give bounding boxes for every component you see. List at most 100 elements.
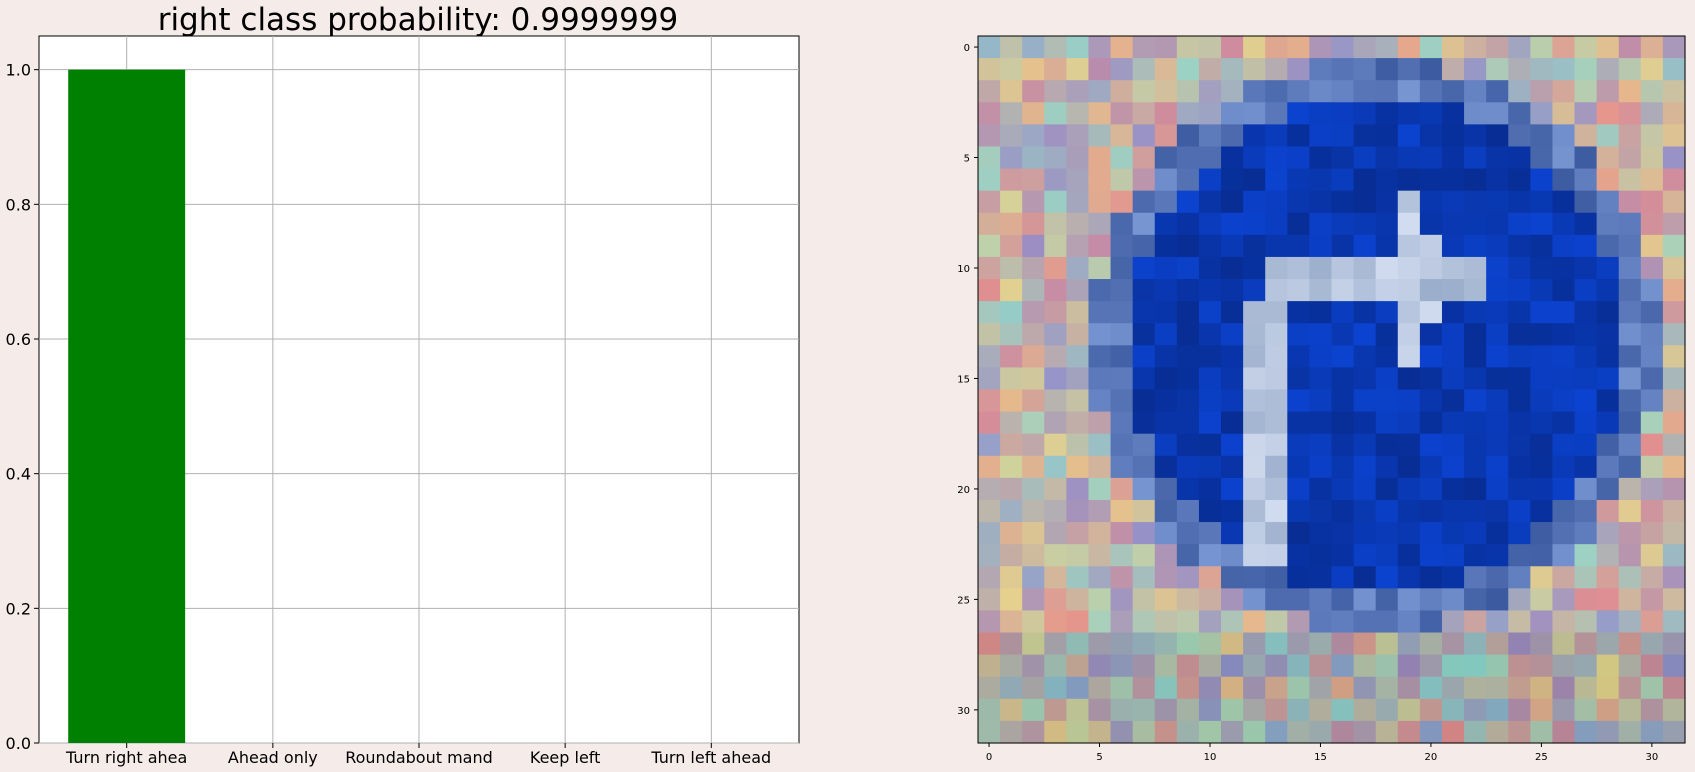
pixel	[1309, 345, 1332, 368]
pixel	[1597, 544, 1620, 567]
pixel	[1111, 633, 1134, 656]
pixel	[1332, 191, 1355, 214]
pixel	[1155, 257, 1178, 280]
pixel	[1530, 412, 1553, 435]
pixel	[1088, 390, 1111, 413]
pixel	[1508, 478, 1531, 501]
pixel	[1000, 279, 1023, 302]
pixel	[1619, 58, 1642, 81]
pixel	[1243, 345, 1266, 368]
pixel	[1442, 191, 1465, 214]
pixel	[1619, 721, 1642, 744]
pixel	[1552, 235, 1575, 258]
pixel	[1575, 721, 1598, 744]
pixel	[1376, 80, 1399, 103]
img-x-tick-label: 10	[1204, 752, 1217, 763]
pixel	[1420, 323, 1443, 346]
pixel	[1309, 191, 1332, 214]
pixel	[1309, 367, 1332, 390]
pixel	[1199, 588, 1222, 611]
pixel	[1486, 323, 1509, 346]
pixel	[1530, 434, 1553, 457]
pixel	[1619, 655, 1642, 678]
pixel	[1332, 146, 1355, 169]
pixel	[978, 367, 1001, 390]
pixel	[1552, 721, 1575, 744]
pixel	[1177, 588, 1200, 611]
pixel	[1464, 323, 1487, 346]
pixel	[1000, 588, 1023, 611]
pixel	[1066, 721, 1089, 744]
pixel	[1508, 345, 1531, 368]
pixel	[1000, 213, 1023, 236]
pixel	[1133, 412, 1156, 435]
pixel	[1508, 610, 1531, 633]
pixel	[1177, 566, 1200, 589]
pixel	[1663, 169, 1686, 192]
pixel	[1265, 146, 1288, 169]
pixel	[1221, 213, 1244, 236]
pixel	[1354, 456, 1377, 479]
pixel	[1221, 367, 1244, 390]
pixel	[1530, 367, 1553, 390]
pixel	[1000, 699, 1023, 722]
pixel	[1000, 36, 1023, 59]
pixel	[1221, 58, 1244, 81]
pixel	[1243, 434, 1266, 457]
pixel	[1133, 58, 1156, 81]
pixel	[1332, 367, 1355, 390]
pixel	[1486, 279, 1509, 302]
pixel	[1133, 146, 1156, 169]
pixel	[1309, 323, 1332, 346]
pixel	[1155, 36, 1178, 59]
pixel	[1243, 699, 1266, 722]
pixel	[1221, 36, 1244, 59]
pixel	[1199, 58, 1222, 81]
pixel	[1552, 566, 1575, 589]
pixel	[1663, 544, 1686, 567]
pixel	[1133, 124, 1156, 147]
pixel	[1420, 390, 1443, 413]
pixel	[1177, 655, 1200, 678]
pixel	[1398, 323, 1421, 346]
pixel	[1530, 456, 1553, 479]
pixel	[1552, 124, 1575, 147]
pixel	[1376, 124, 1399, 147]
pixel	[1530, 191, 1553, 214]
pixel	[1177, 721, 1200, 744]
pixel	[1530, 235, 1553, 258]
pixel	[1177, 36, 1200, 59]
pixel	[1376, 390, 1399, 413]
pixel	[978, 279, 1001, 302]
pixel	[1398, 699, 1421, 722]
pixel	[1133, 279, 1156, 302]
pixel	[1508, 677, 1531, 700]
pixel	[1243, 80, 1266, 103]
pixel	[1597, 610, 1620, 633]
pixel	[1420, 655, 1443, 678]
pixel	[1309, 124, 1332, 147]
pixel	[1133, 610, 1156, 633]
pixel	[1287, 544, 1310, 567]
pixel	[1354, 412, 1377, 435]
pixel	[1641, 456, 1664, 479]
pixel	[1000, 102, 1023, 125]
pixel	[1000, 80, 1023, 103]
pixel	[1508, 367, 1531, 390]
pixel	[1332, 124, 1355, 147]
pixel	[1044, 478, 1067, 501]
pixel	[1265, 412, 1288, 435]
pixel	[1044, 323, 1067, 346]
pixel	[1508, 146, 1531, 169]
pixel	[1243, 412, 1266, 435]
pixel	[1508, 434, 1531, 457]
pixel	[1508, 58, 1531, 81]
pixel	[1022, 522, 1045, 545]
pixel	[1265, 257, 1288, 280]
pixel	[1354, 588, 1377, 611]
pixel	[978, 323, 1001, 346]
img-x-tick-label: 20	[1425, 752, 1438, 763]
pixel	[1287, 301, 1310, 324]
pixel	[1088, 36, 1111, 59]
pixel	[1575, 169, 1598, 192]
